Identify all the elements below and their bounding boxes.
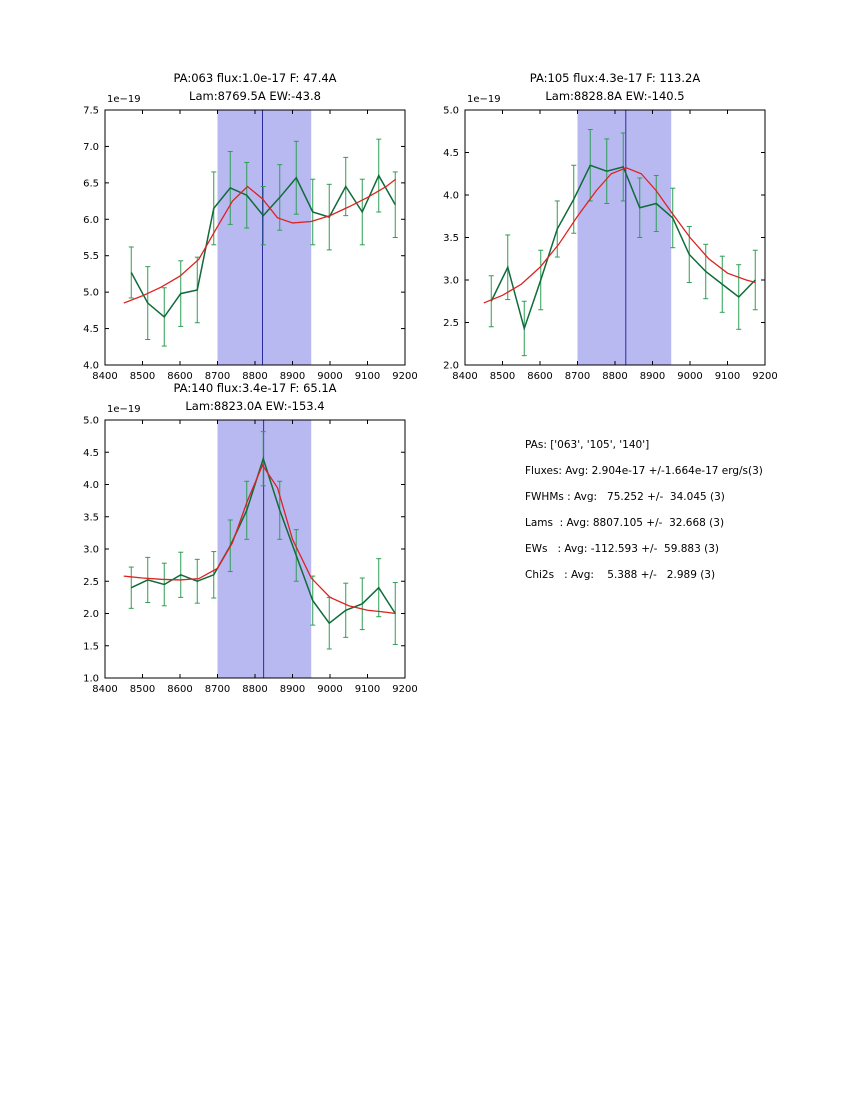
x-tick-label: 8600 [167, 684, 192, 695]
x-tick-label: 8800 [242, 371, 267, 382]
fit-line [123, 178, 397, 304]
x-tick-label: 9000 [677, 371, 702, 382]
y-tick-label: 2.0 [443, 361, 459, 372]
y-tick-label: 5.5 [83, 251, 99, 262]
x-tick-label: 8900 [640, 371, 665, 382]
y-tick-label: 4.0 [83, 361, 99, 372]
x-tick-label: 8400 [92, 371, 117, 382]
stats-pas-line: PAs: ['063', '105', '140'] [525, 439, 650, 451]
x-tick-label: 9100 [715, 371, 740, 382]
x-tick-label: 8500 [490, 371, 515, 382]
stats-panel: PAs: ['063', '105', '140'] Fluxes: Avg: … [525, 432, 763, 588]
y-tick-label: 6.5 [83, 178, 99, 189]
x-tick-label: 8700 [205, 371, 230, 382]
y-tick-label: 4.5 [83, 324, 99, 335]
y-tick-label: 3.5 [443, 233, 459, 244]
y-tick-label: 1.5 [83, 641, 99, 652]
fit-window-span [217, 110, 312, 365]
x-tick-label: 9200 [392, 684, 417, 695]
y-tick-label: 3.0 [83, 545, 99, 556]
x-tick-label: 8500 [130, 684, 155, 695]
y-tick-label: 7.5 [83, 106, 99, 117]
fit-line [483, 167, 756, 304]
y-tick-label: 1.0 [83, 674, 99, 685]
y-axis-offset-label: 1e−19 [107, 404, 141, 415]
y-tick-label: 5.0 [83, 288, 99, 299]
spectrum-line [130, 456, 396, 625]
chart-pa063-svg: 8400 8500 8600 8700 8800 8900 9000 9100 9200 4.0 4… [83, 71, 418, 382]
x-tick-label: 8400 [92, 684, 117, 695]
x-tick-label: 8800 [602, 371, 627, 382]
stats-fwhms-line: FWHMs : Avg: 75.252 +/- 34.045 (3) [525, 491, 725, 503]
y-tick-label: 2.5 [83, 577, 99, 588]
y-tick-label: 4.0 [443, 191, 459, 202]
x-tick-label: 8400 [452, 371, 477, 382]
x-tick-label: 8600 [167, 371, 192, 382]
stats-chi2s-line: Chi2s : Avg: 5.388 +/- 2.989 (3) [525, 569, 716, 581]
spectrum-plot-pa105: 8400 8500 8600 8700 8800 8900 9000 9100 9200 2.0 2… [420, 60, 790, 394]
x-tick-label: 8700 [565, 371, 590, 382]
y-tick-label: 3.0 [443, 276, 459, 287]
x-tick-label: 8800 [242, 684, 267, 695]
x-tick-label: 9100 [355, 371, 380, 382]
y-tick-label: 3.5 [83, 512, 99, 523]
x-tick-label: 8900 [280, 371, 305, 382]
x-tick-label: 8900 [280, 684, 305, 695]
y-tick-label: 7.0 [83, 142, 99, 153]
x-tick-label: 8500 [130, 371, 155, 382]
chart-pa105-svg: 8400 8500 8600 8700 8800 8900 9000 9100 9200 2.0 2… [443, 71, 778, 382]
plot-title-line1: PA:140 flux:3.4e-17 F: 65.1A [173, 381, 336, 395]
x-tick-label: 9000 [317, 371, 342, 382]
spectrum-line [130, 173, 396, 319]
x-tick-label: 9200 [392, 371, 417, 382]
spectrum-plot-pa063: 8400 8500 8600 8700 8800 8900 9000 9100 9200 4.0 4… [60, 60, 430, 394]
stats-lams-line: Lams : Avg: 8807.105 +/- 32.668 (3) [525, 517, 725, 529]
x-tick-label: 9100 [355, 684, 380, 695]
spectrum-line [490, 164, 756, 332]
y-axis-offset-label: 1e−19 [107, 94, 141, 105]
fit-window-span [577, 110, 672, 365]
fit-line [123, 463, 396, 615]
plot-title-line1: PA:063 flux:1.0e-17 F: 47.4A [173, 71, 336, 85]
plot-title-line2: Lam:8823.0A EW:-153.4 [185, 399, 324, 413]
x-tick-label: 8600 [527, 371, 552, 382]
y-tick-label: 6.0 [83, 215, 99, 226]
y-tick-label: 4.5 [443, 148, 459, 159]
spectrum-plot-pa140: 8400 8500 8600 8700 8800 8900 9000 9100 9200 1.0 1… [60, 370, 430, 707]
y-tick-label: 2.0 [83, 609, 99, 620]
y-tick-label: 4.0 [83, 480, 99, 491]
chart-pa140-svg: 8400 8500 8600 8700 8800 8900 9000 9100 9200 1.0 1… [83, 381, 418, 695]
y-tick-label: 5.0 [443, 106, 459, 117]
plot-title-line2: Lam:8828.8A EW:-140.5 [545, 89, 684, 103]
y-tick-label: 5.0 [83, 416, 99, 427]
plot-title-line1: PA:105 flux:4.3e-17 F: 113.2A [530, 71, 701, 85]
x-tick-label: 9200 [752, 371, 777, 382]
y-axis-offset-label: 1e−19 [467, 94, 501, 105]
plot-title-line2: Lam:8769.5A EW:-43.8 [189, 89, 321, 103]
x-tick-label: 8700 [205, 684, 230, 695]
x-tick-label: 9000 [317, 684, 342, 695]
stats-ews-line: EWs : Avg: -112.593 +/- 59.883 (3) [525, 543, 719, 555]
stats-fluxes-line: Fluxes: Avg: 2.904e-17 +/-1.664e-17 erg/… [525, 465, 763, 477]
y-tick-label: 4.5 [83, 448, 99, 459]
y-tick-label: 2.5 [443, 318, 459, 329]
